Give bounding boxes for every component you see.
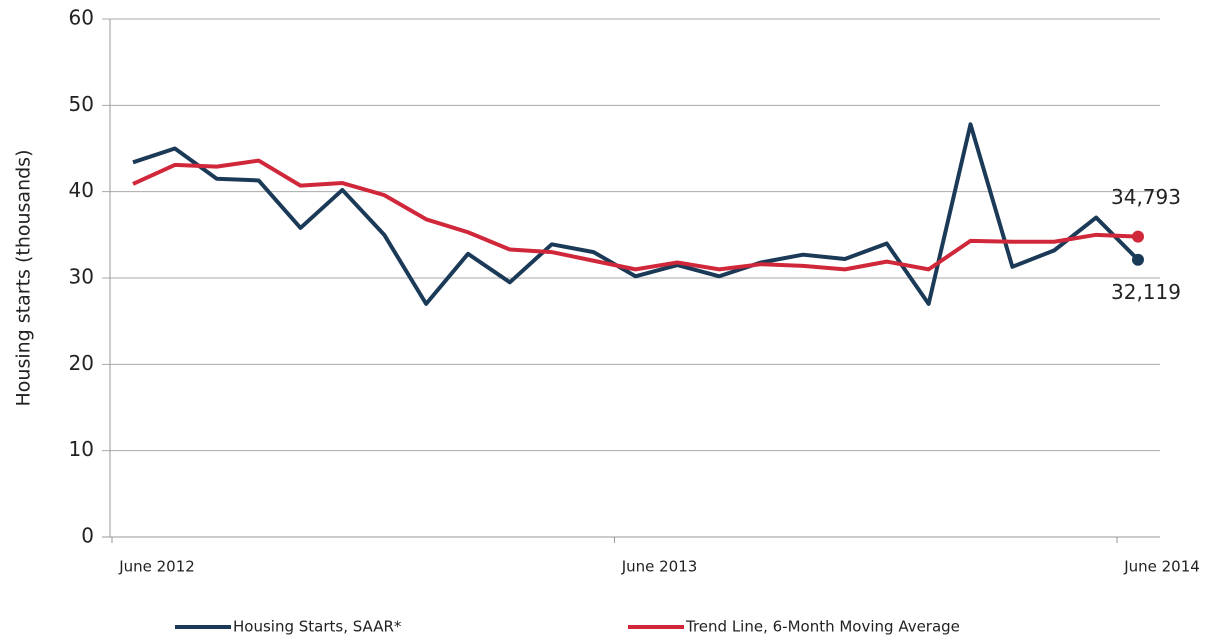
value-label: 32,119 — [1111, 280, 1181, 304]
y-tick-label: 60 — [69, 6, 94, 30]
y-axis-label: Housing starts (thousands) — [13, 150, 35, 407]
y-tick-label: 10 — [69, 437, 94, 461]
end-marker — [1132, 253, 1144, 266]
series-line — [132, 122, 1140, 306]
value-label: 34,793 — [1111, 185, 1181, 209]
x-tick-label: June 2014 — [1123, 558, 1200, 576]
series-line — [132, 158, 1139, 272]
x-tick-label: June 2012 — [118, 558, 195, 576]
legend-label: Trend Line, 6-Month Moving Average — [685, 618, 960, 636]
y-tick-label: 20 — [69, 351, 94, 375]
y-tick-label: 50 — [69, 92, 94, 116]
y-tick-label: 30 — [69, 265, 94, 289]
y-tick-label: 0 — [81, 524, 94, 548]
x-tick-label: June 2013 — [621, 558, 698, 576]
y-tick-label: 40 — [69, 178, 94, 202]
legend-label: Housing Starts, SAAR* — [233, 618, 402, 636]
end-marker — [1132, 230, 1144, 243]
